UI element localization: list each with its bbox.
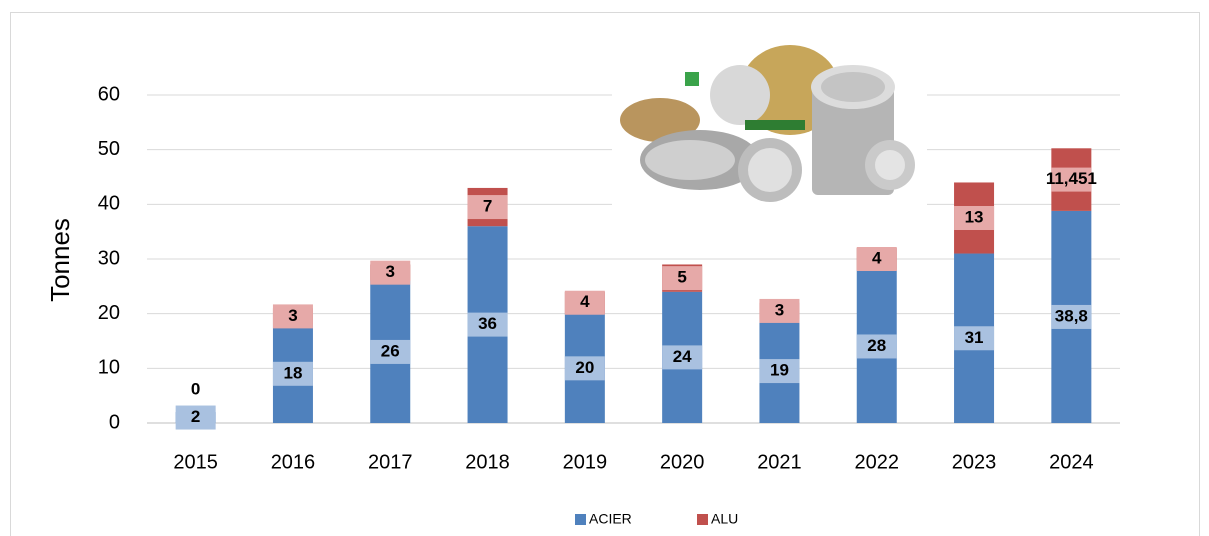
y-tick-label: 20 (98, 302, 120, 324)
legend-label: ALU (711, 511, 738, 527)
y-axis-title: Tonnes (45, 218, 75, 302)
data-label: 28 (867, 336, 886, 355)
legend-swatch (697, 514, 708, 525)
data-label: 24 (673, 347, 692, 366)
data-label: 19 (770, 361, 789, 380)
y-tick-label: 0 (109, 411, 120, 433)
x-tick-label: 2020 (660, 451, 705, 473)
data-label: 26 (381, 341, 400, 360)
y-tick-label: 10 (98, 357, 120, 379)
chart: Tonnes 0102030405060 2015202016183201726… (0, 0, 1209, 536)
y-tick-label: 50 (98, 138, 120, 160)
data-label: 4 (580, 292, 590, 311)
x-tick-label: 2017 (368, 451, 413, 473)
data-label: 31 (965, 328, 984, 347)
cans-picture (612, 34, 927, 206)
data-label: 20 (575, 358, 594, 377)
legend-label: ACIER (589, 511, 632, 527)
data-label: 4 (872, 248, 882, 267)
x-tick-label: 2016 (271, 451, 316, 473)
data-label: 5 (677, 268, 686, 287)
data-label: 3 (386, 262, 395, 281)
data-label: 0 (191, 380, 200, 399)
x-tick-label: 2021 (757, 451, 802, 473)
x-tick-label: 2019 (563, 451, 608, 473)
data-label: 2 (191, 407, 200, 426)
y-tick-label: 40 (98, 193, 120, 215)
x-tick-label: 2022 (855, 451, 900, 473)
legend-swatch (575, 514, 586, 525)
x-tick-label: 2024 (1049, 451, 1094, 473)
y-tick-label: 30 (98, 247, 120, 269)
y-tick-label: 60 (98, 83, 120, 105)
data-label: 18 (283, 363, 302, 382)
data-label: 36 (478, 314, 497, 333)
data-label: 3 (288, 306, 297, 325)
x-tick-label: 2018 (465, 451, 510, 473)
x-tick-label: 2023 (952, 451, 997, 473)
data-label: 11,451 (1046, 169, 1097, 188)
data-label: 7 (483, 197, 492, 216)
data-label: 13 (965, 207, 984, 226)
data-label: 3 (775, 300, 784, 319)
x-tick-label: 2015 (173, 451, 218, 473)
data-label: 38,8 (1055, 306, 1088, 325)
